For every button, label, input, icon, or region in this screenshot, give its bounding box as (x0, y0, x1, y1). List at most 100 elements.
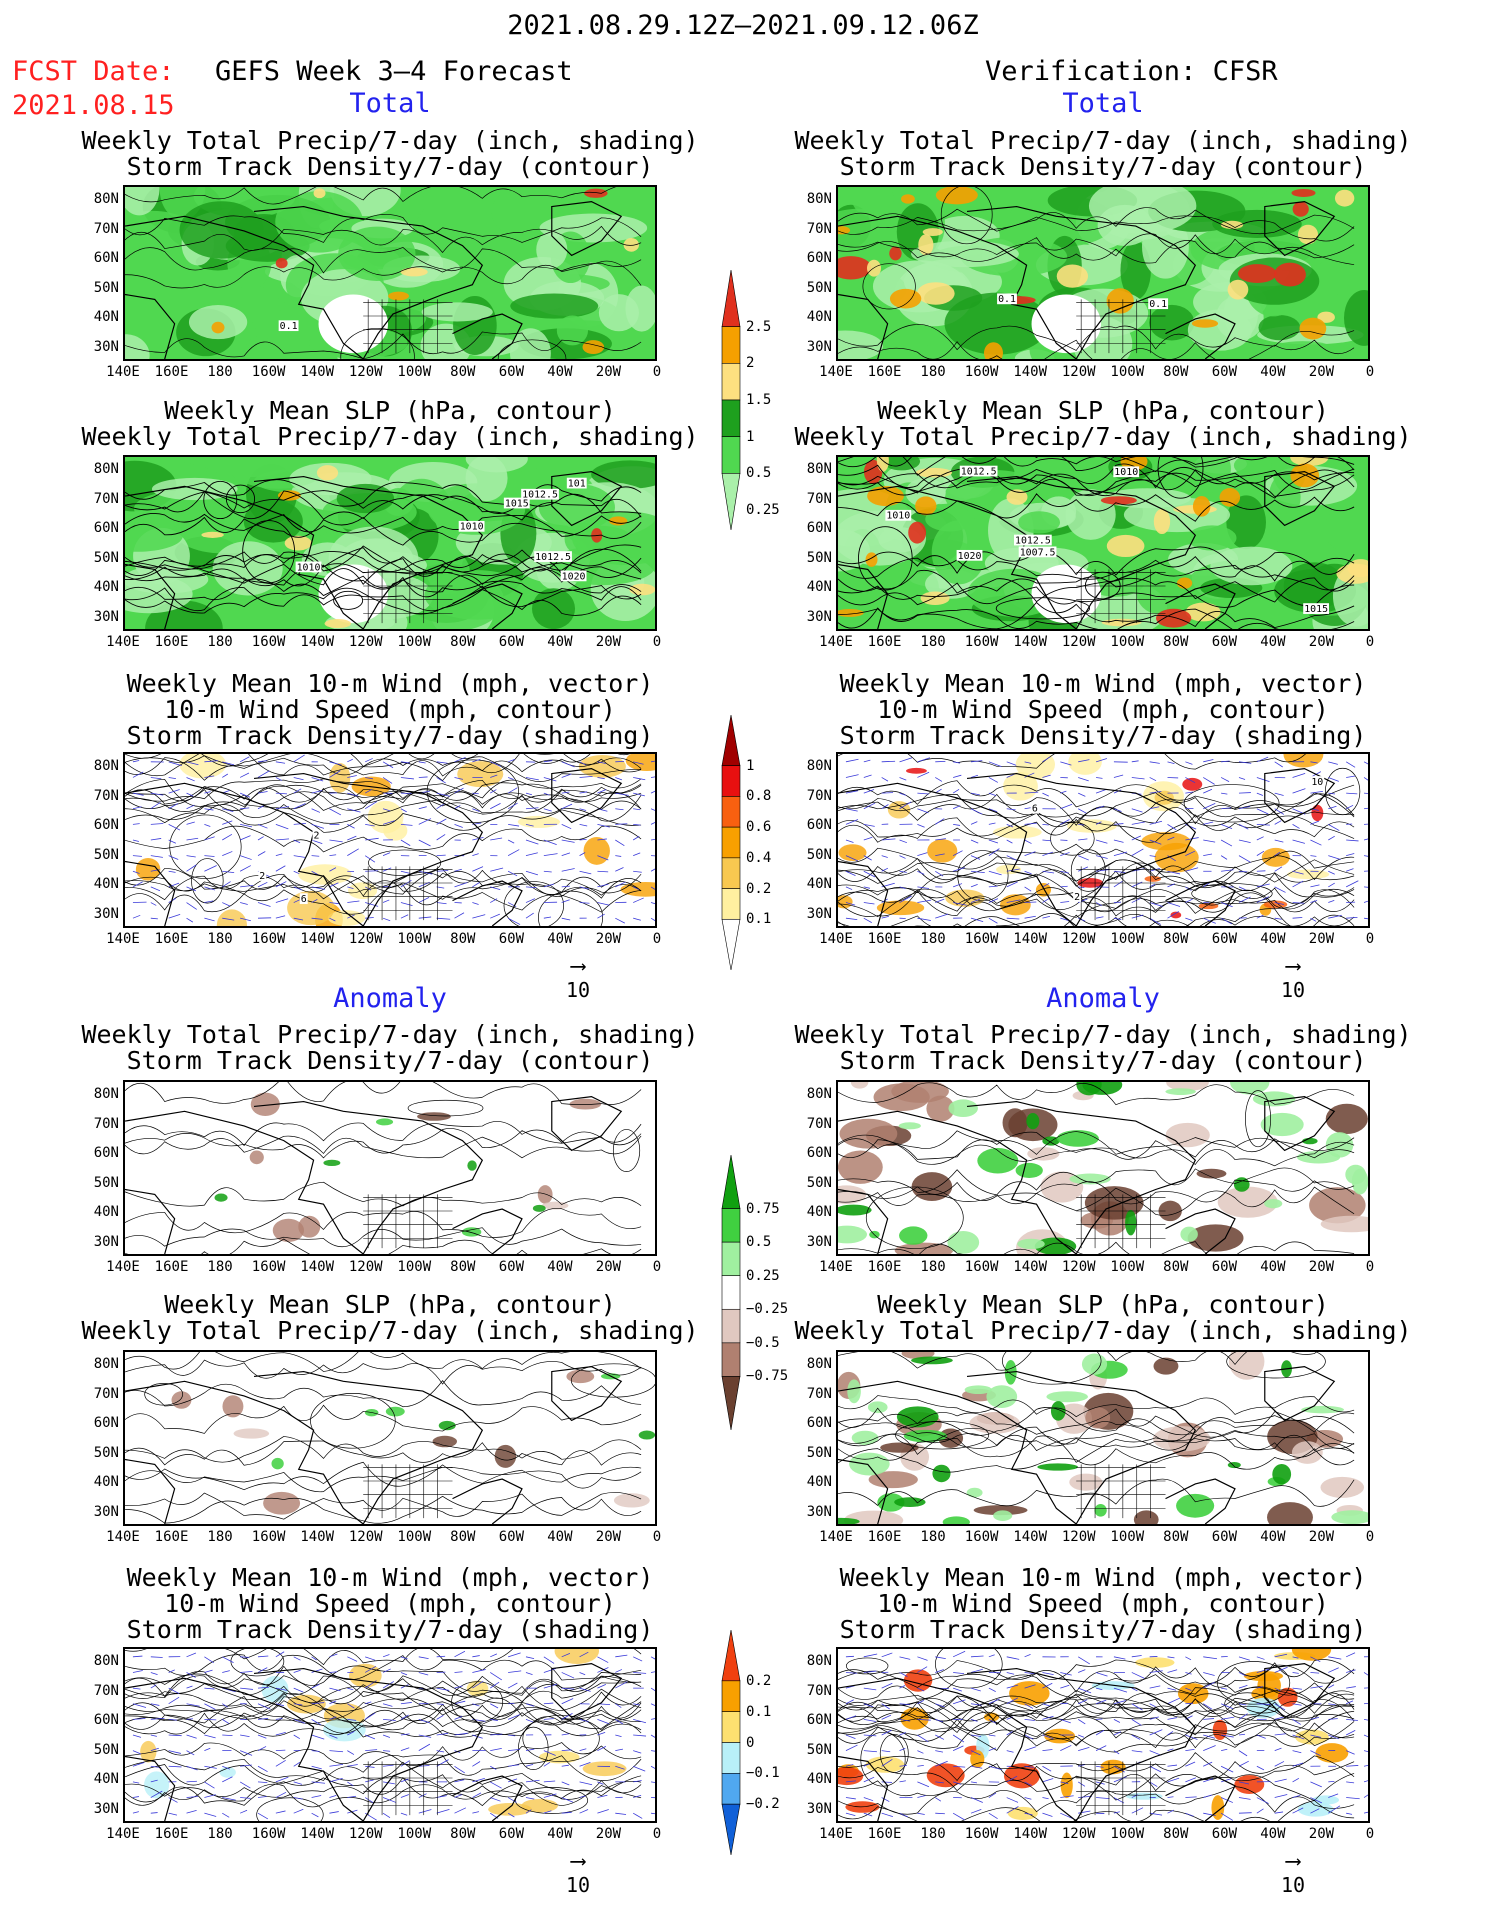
map-panel-4-forecast (123, 1080, 657, 1256)
lon-tick-label: 160W (251, 634, 286, 650)
lon-tick-label: 100W (397, 1826, 432, 1842)
arrow-icon: ⟶ (1286, 1849, 1300, 1874)
lon-tick-label: 140E (819, 634, 853, 650)
vector-reference: ⟶ 10 (1281, 956, 1305, 1003)
lon-tick-label: 60W (1211, 634, 1238, 650)
panel-title-line: 10-m Wind Speed (mph, contour) (164, 1589, 616, 1618)
lon-tick-label: 140E (819, 364, 853, 380)
lat-tick-label: 40N (806, 309, 832, 325)
lat-tick-label: 80N (806, 1356, 832, 1372)
panel-title-line: Weekly Mean 10-m Wind (mph, vector) (126, 1563, 654, 1592)
section-total-left: Total (349, 88, 431, 119)
lon-tick-label: 160E (154, 931, 189, 947)
lat-tick-label: 50N (93, 1174, 119, 1191)
lon-tick-label: 140W (1013, 1529, 1048, 1545)
panel-title-line: Weekly Mean SLP (hPa, contour) (877, 1290, 1329, 1319)
lon-tick-label: 60W (1211, 1259, 1238, 1275)
lon-tick-label: 80W (1163, 1529, 1189, 1545)
lon-tick-label: 140W (1013, 931, 1048, 947)
lon-tick-label: 40W (547, 364, 573, 380)
lon-tick-label: 80W (450, 634, 476, 650)
forecast-title: GEFS Week 3–4 Forecast (215, 56, 573, 87)
lon-tick-label: 180 (207, 1826, 233, 1842)
lon-tick-label: 20W (1308, 931, 1335, 947)
panel-title-line: 10-m Wind Speed (mph, contour) (877, 1589, 1329, 1618)
panel-title-line: Storm Track Density/7-day (contour) (126, 1046, 654, 1075)
lon-tick-label: 60W (498, 1826, 525, 1842)
colorbar-label: 0.25 (746, 1267, 780, 1284)
lon-tick-label: 100W (397, 931, 432, 947)
lon-tick-label: 180 (920, 1259, 946, 1275)
lon-tick-label: 80W (1163, 1259, 1189, 1275)
colorbar-swatch (721, 269, 741, 327)
lon-tick-label: 120W (348, 364, 383, 380)
map-panel-2-verification: 1012.5 1010 1007.5 1012.5 1010 1015 1020 (836, 455, 1370, 631)
lon-tick-label: 160E (867, 364, 902, 380)
lat-tick-label: 40N (93, 309, 119, 325)
contour-label: 1012.5 (961, 467, 997, 478)
lat-tick-label: 50N (93, 1444, 119, 1461)
lon-tick-label: 0 (1365, 1259, 1375, 1275)
lon-tick-label: 0 (652, 1826, 662, 1842)
vector-reference-value: 10 (565, 1873, 591, 1897)
colorbar-swatch (721, 436, 741, 474)
contour-label: 1020 (562, 571, 586, 582)
colorbar-label: 0 (746, 1734, 755, 1751)
section-total-right: Total (1062, 88, 1144, 119)
colorbar-label: 0.2 (746, 1672, 772, 1689)
lon-tick-label: 60W (1211, 364, 1238, 380)
lat-tick-label: 30N (806, 1233, 832, 1250)
lon-tick-label: 180 (920, 364, 946, 380)
lon-tick-label: 0 (652, 364, 662, 380)
panel-title-line: Storm Track Density/7-day (contour) (126, 152, 654, 181)
lon-tick-label: 160W (251, 1826, 286, 1842)
contour-label: 0.1 (280, 321, 298, 332)
colorbar-swatch (721, 1241, 741, 1277)
lon-tick-label: 120W (348, 1826, 383, 1842)
lat-tick-label: 60N (806, 1145, 832, 1161)
colorbar-swatch (721, 714, 741, 767)
contour-label: 1012.5 (535, 552, 571, 563)
lon-tick-label: 140W (300, 364, 335, 380)
lon-tick-label: 160E (867, 1259, 902, 1275)
contour-label: 2 (1074, 892, 1080, 903)
lat-tick-label: 70N (93, 490, 119, 507)
lon-tick-label: 0 (652, 931, 662, 947)
lat-tick-label: 50N (806, 549, 832, 566)
fcst-date-label: FCST Date: (12, 56, 175, 87)
lon-tick-label: 40W (547, 634, 573, 650)
lon-tick-label: 60W (1211, 1529, 1238, 1545)
lon-tick-label: 40W (1260, 364, 1286, 380)
lon-tick-label: 120W (1061, 931, 1096, 947)
panel-title-line: Weekly Total Precip/7-day (inch, shading… (794, 422, 1412, 451)
colorbar-swatch (721, 918, 741, 971)
lat-tick-label: 30N (806, 338, 832, 355)
colorbar-label: −0.25 (746, 1301, 789, 1318)
lon-tick-label: 80W (450, 1529, 476, 1545)
lon-tick-label: 80W (450, 1259, 476, 1275)
lon-tick-label: 100W (397, 364, 432, 380)
colorbar-label: 0.8 (746, 788, 772, 805)
colorbar-swatch (721, 1342, 741, 1377)
colorbar-label: −0.75 (746, 1368, 789, 1385)
lon-tick-label: 140W (1013, 364, 1048, 380)
lat-tick-label: 70N (93, 787, 119, 804)
lon-tick-label: 0 (1365, 1826, 1375, 1842)
map-panel-6-verification (836, 1647, 1370, 1823)
map-panel-4-verification (836, 1080, 1370, 1256)
colorbar-swatch (721, 1308, 741, 1344)
colorbar-storm-total (721, 714, 741, 971)
panel-title-line: Storm Track Density/7-day (shading) (839, 721, 1367, 750)
lon-tick-label: 60W (498, 931, 525, 947)
lat-tick-label: 70N (93, 220, 119, 237)
lon-tick-label: 120W (1061, 634, 1096, 650)
section-anomaly-left: Anomaly (333, 983, 447, 1014)
lon-tick-label: 120W (1061, 1826, 1096, 1842)
contour-label: 1015 (1304, 604, 1328, 615)
colorbar-label: 1.5 (746, 392, 772, 408)
lon-tick-label: 80W (1163, 634, 1189, 650)
lat-tick-label: 50N (93, 1741, 119, 1758)
colorbar-swatch (721, 1154, 741, 1209)
colorbar-swatch (721, 1680, 741, 1712)
lat-tick-label: 60N (93, 817, 119, 833)
